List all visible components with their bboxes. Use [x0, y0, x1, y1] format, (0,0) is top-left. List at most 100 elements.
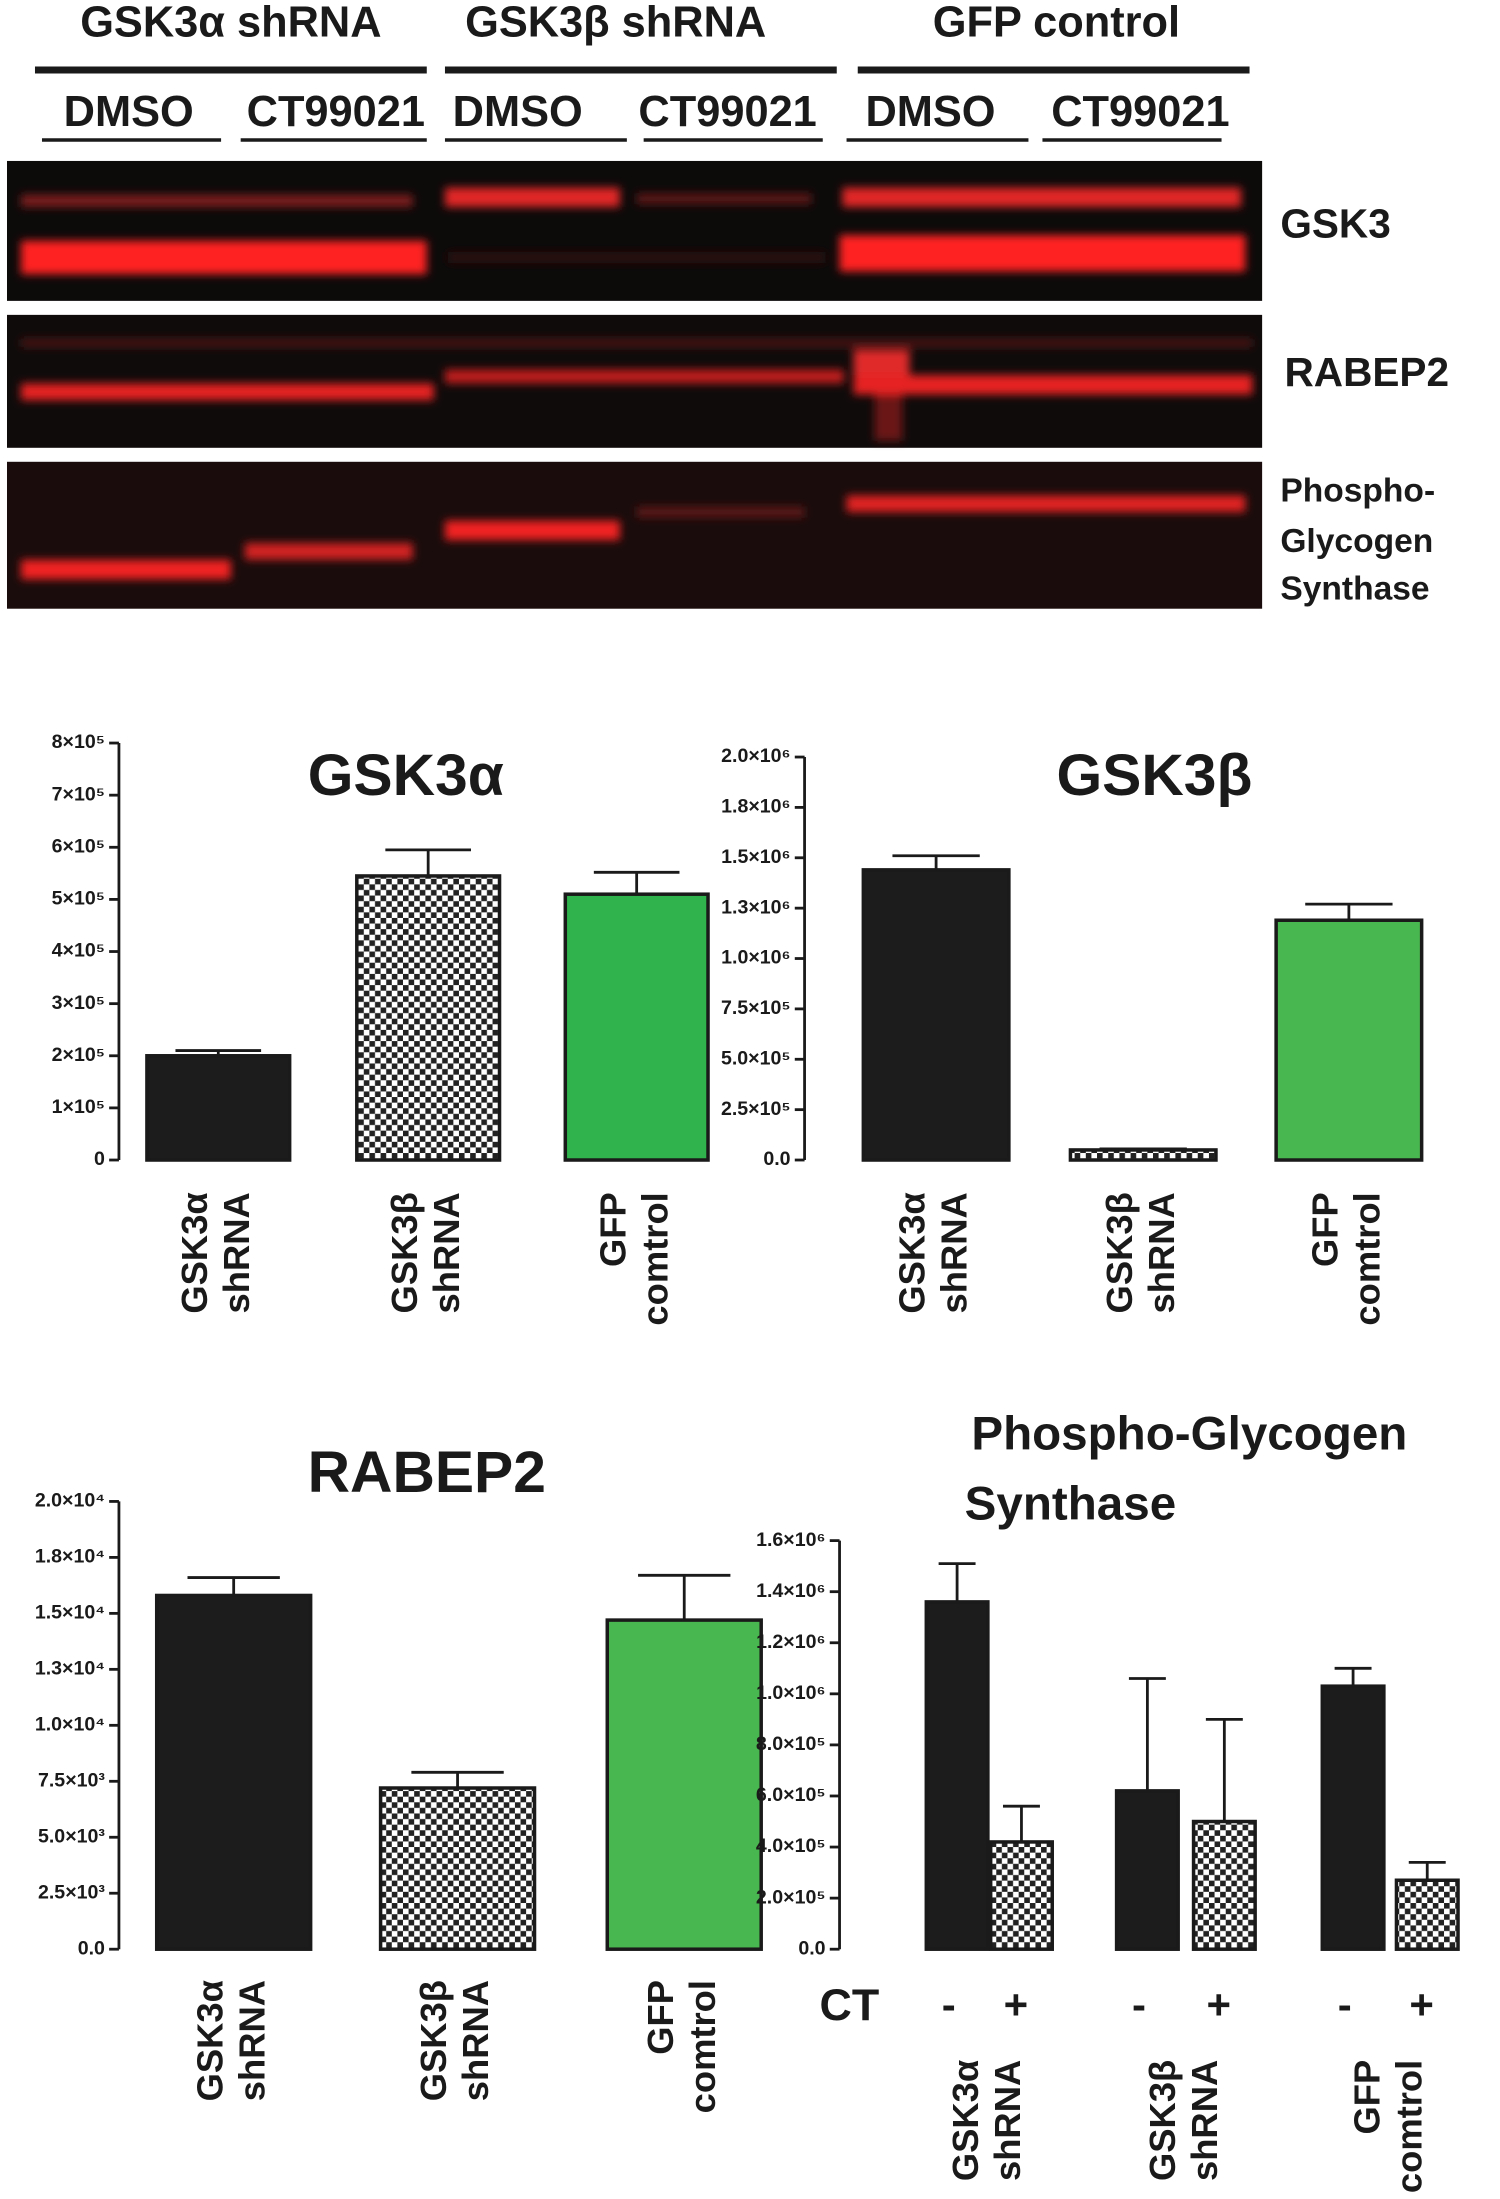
x-tick-label: GSK3α [189, 1980, 230, 2101]
series-label: - [1338, 1981, 1352, 2028]
x-tick-label: shRNA [1184, 2060, 1225, 2181]
y-tick-label: 0 [94, 1148, 105, 1170]
x-tick-label: shRNA [426, 1192, 467, 1313]
bar [1394, 1878, 1460, 1951]
series-label: - [1132, 1981, 1146, 2028]
group-label: GFP control [933, 0, 1180, 47]
x-tick-label: GFP [1305, 1192, 1346, 1267]
chart: RABEP2 0.0 2.5×10³ 5.0×10³ 7.5×10³ 1.0×10⁴ 1.3… [35, 1440, 763, 2113]
y-tick-label: 1.4×10⁶ [756, 1580, 825, 1602]
y-tick-label: 1.5×10⁴ [35, 1602, 105, 1624]
band-label: GSK3 [1280, 200, 1390, 246]
chart: Phospho-Glycogen Synthase 0.0 2.0×10⁵ 4.0×10… [756, 1408, 1460, 2193]
bar [1320, 1684, 1386, 1951]
x-tick-label: shRNA [934, 1192, 975, 1313]
treatment-label: CT99021 [638, 88, 816, 136]
x-tick-label: GSK3α [945, 2060, 986, 2181]
bar [1191, 1819, 1257, 1951]
series-label: - [942, 1981, 956, 2028]
x-tick-label: shRNA [1141, 1192, 1182, 1313]
chart: GSK3β 0.0 2.5×10⁵ 5.0×10⁵ 7.5×10⁵ 1.0×10⁶ 1.3×… [721, 743, 1424, 1326]
bar [1274, 918, 1424, 1162]
band-label: Phospho- [1280, 472, 1435, 509]
x-tick-label: comtrol [634, 1192, 675, 1325]
blot-panel [6, 461, 1263, 609]
bar [861, 868, 1011, 1162]
band-label: Glycogen [1280, 523, 1433, 560]
x-tick-label: shRNA [231, 1980, 272, 2101]
y-tick-label: 0.0 [78, 1937, 105, 1959]
treatment-label: CT99021 [247, 88, 425, 136]
y-tick-label: 2.0×10⁶ [721, 745, 790, 767]
y-tick-label: 7.5×10⁵ [721, 997, 791, 1019]
x-tick-label: comtrol [1346, 1192, 1387, 1325]
chart-title: RABEP2 [308, 1440, 546, 1505]
bar [378, 1786, 537, 1951]
treatment-label: DMSO [865, 88, 995, 136]
blot-panel [6, 160, 1263, 301]
y-tick-label: 1.3×10⁶ [721, 896, 790, 918]
series-label: + [1409, 1981, 1434, 2028]
bar [1114, 1789, 1180, 1951]
x-tick-label: shRNA [987, 2060, 1028, 2181]
series-label: + [1206, 1981, 1231, 2028]
y-tick-label: 1.6×10⁶ [756, 1529, 825, 1551]
y-tick-label: 6.0×10⁵ [756, 1784, 826, 1806]
x-tick-label: GFP [1346, 2060, 1387, 2135]
x-tick-label: GSK3β [413, 1980, 454, 2101]
y-tick-label: 7.5×10³ [38, 1769, 105, 1791]
y-tick-label: 8.0×10⁵ [756, 1733, 826, 1755]
y-tick-label: 1.8×10⁴ [35, 1546, 105, 1568]
x-tick-label: GSK3β [384, 1192, 425, 1313]
treatment-label: DMSO [453, 88, 583, 136]
y-tick-label: 0.0 [763, 1148, 790, 1170]
y-tick-label: 6×10⁵ [52, 835, 105, 857]
y-tick-label: 1.5×10⁶ [721, 846, 790, 868]
chart: GSK3α 0 1×10⁵ 2×10⁵ 3×10⁵ 4×10⁵ 5×10⁵ 6×10⁵ 7×10… [52, 731, 710, 1326]
x-tick-label: GSK3β [1142, 2060, 1183, 2181]
y-tick-label: 1×10⁵ [52, 1096, 105, 1118]
bar [145, 1054, 292, 1162]
y-tick-label: 0.0 [798, 1937, 825, 1959]
band-label: RABEP2 [1285, 349, 1450, 395]
y-tick-label: 5×10⁵ [52, 888, 105, 910]
x-tick-label: comtrol [1388, 2060, 1429, 2193]
y-tick-label: 4×10⁵ [52, 940, 105, 962]
x-tick-label: GSK3α [174, 1192, 215, 1313]
y-tick-label: 2.5×10³ [38, 1881, 105, 1903]
blot-panel [6, 314, 1263, 448]
blot-header: GSK3α shRNA GSK3β shRNA GFP control DMSO… [34, 0, 1250, 142]
bar [563, 892, 710, 1162]
chart-title: Phospho-Glycogen [971, 1408, 1407, 1461]
x-axis-label: CT [820, 1980, 880, 2030]
treatment-label: CT99021 [1051, 88, 1229, 136]
y-tick-label: 2×10⁵ [52, 1044, 105, 1066]
y-tick-label: 5.0×10⁵ [721, 1047, 791, 1069]
y-tick-label: 3×10⁵ [52, 992, 105, 1014]
y-tick-label: 2.0×10⁴ [35, 1490, 105, 1512]
x-tick-label: comtrol [682, 1980, 723, 2113]
y-tick-label: 1.0×10⁴ [35, 1713, 105, 1735]
y-tick-label: 1.2×10⁶ [756, 1631, 825, 1653]
x-tick-label: GFP [640, 1980, 681, 2055]
x-tick-label: GFP [592, 1192, 633, 1267]
chart-title: GSK3β [1056, 743, 1252, 808]
y-tick-label: 4.0×10⁵ [756, 1835, 826, 1857]
x-tick-label: shRNA [216, 1192, 257, 1313]
group-label: GSK3α shRNA [80, 0, 381, 47]
bar [605, 1618, 763, 1951]
y-tick-label: 1.3×10⁴ [35, 1658, 105, 1680]
y-tick-label: 2.0×10⁵ [756, 1886, 826, 1908]
band-label: Synthase [1280, 570, 1429, 607]
y-tick-label: 1.8×10⁶ [721, 796, 790, 818]
y-tick-label: 2.5×10⁵ [721, 1098, 791, 1120]
bar [355, 874, 502, 1162]
y-tick-label: 8×10⁵ [52, 731, 105, 753]
chart-title: GSK3α [308, 743, 504, 808]
x-tick-label: GSK3β [1099, 1192, 1140, 1313]
y-tick-label: 7×10⁵ [52, 783, 105, 805]
bar [154, 1593, 313, 1951]
series-label: + [1004, 1981, 1029, 2028]
y-tick-label: 5.0×10³ [38, 1825, 105, 1847]
